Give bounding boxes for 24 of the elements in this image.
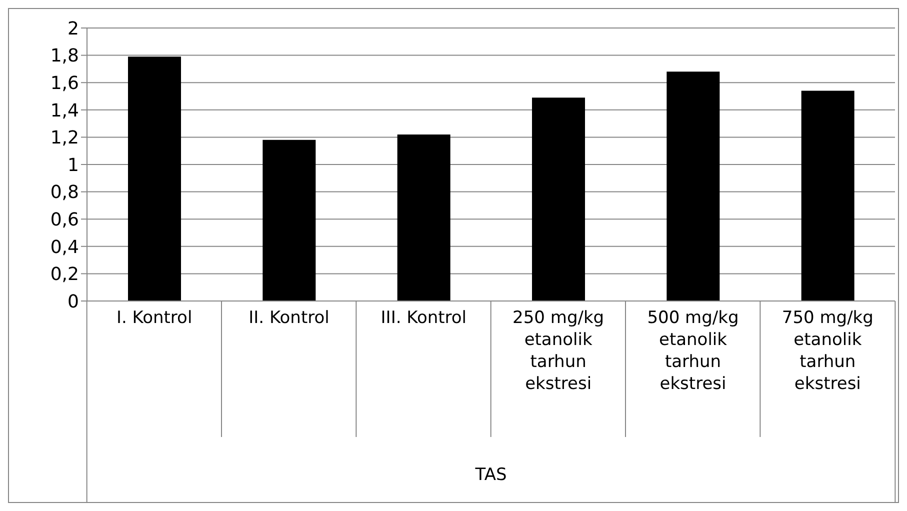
bar [532, 98, 585, 301]
bar [666, 72, 720, 301]
bar [262, 140, 316, 301]
y-tick-label: 1 [68, 154, 79, 176]
y-tick-label: 1,8 [50, 46, 79, 67]
bar [128, 56, 181, 301]
bar [397, 134, 450, 301]
y-tick-label: 1,6 [50, 72, 79, 94]
x-tick-label: I. Kontrol [116, 308, 192, 328]
x-tick-label: 500 mg/kg etanolik tarhun ekstresi [647, 308, 739, 394]
y-tick-label: 1,2 [50, 128, 79, 149]
x-tick-label: II. Kontrol [248, 308, 330, 328]
bar [801, 90, 854, 301]
y-tick-label: 2 [68, 18, 79, 40]
x-axis-title: TAS [474, 465, 507, 485]
y-tick-label: 0,8 [50, 182, 79, 204]
x-tick-label: 750 mg/kg etanolik tarhun ekstresi [782, 308, 874, 394]
x-tick-label: III. Kontrol [380, 308, 467, 328]
y-tick-label: 0,2 [50, 264, 79, 286]
y-tick-label: 0 [68, 291, 79, 312]
y-tick-label: 0,4 [50, 236, 79, 258]
y-tick-label: 0,6 [50, 209, 79, 230]
x-tick-label: 250 mg/kg etanolik tarhun ekstresi [512, 308, 604, 394]
y-tick-label: 1,4 [50, 100, 79, 122]
